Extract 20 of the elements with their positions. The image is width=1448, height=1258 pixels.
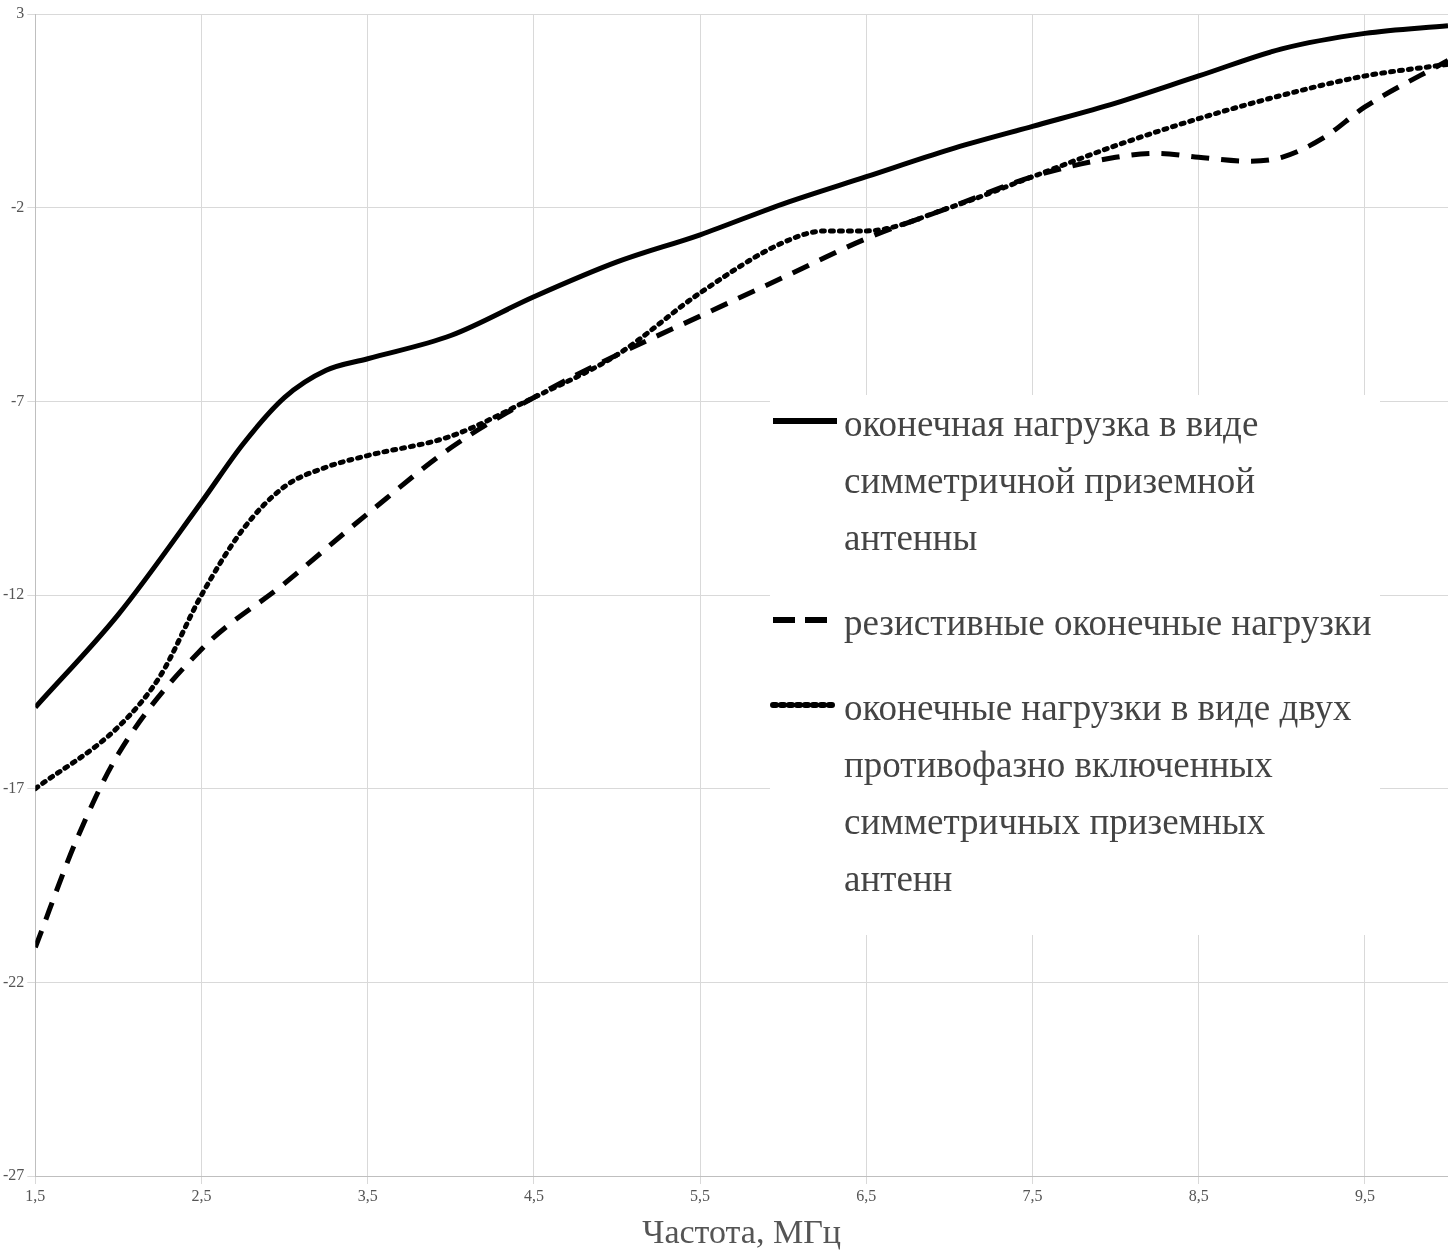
legend-label: резистивные оконечные нагрузки [844,601,1372,645]
x-axis-title: Частота, МГц [642,1212,842,1250]
legend-label: оконечная нагрузка в виде симметричной приземной антенны [844,402,1260,560]
x-tick-label: 7,5 [1022,1186,1043,1204]
legend-label: оконечные нагрузки в виде двух противофазно включенных симметричных приземных антенн [844,686,1353,901]
x-tick-label: 9,5 [1354,1186,1375,1204]
y-tick-label: -22 [3,972,25,990]
y-tick-label: -17 [3,778,25,796]
x-tick-label: 3,5 [357,1186,378,1204]
x-tick-label: 8,5 [1188,1186,1209,1204]
x-tick-label: 5,5 [690,1186,711,1204]
y-tick-label: -2 [11,197,25,215]
x-tick-label: 2,5 [191,1186,212,1204]
y-tick-label: -27 [3,1166,25,1184]
x-tick-label: 1,5 [25,1186,46,1204]
y-tick-label: 3 [16,4,25,22]
y-tick-label: -12 [3,585,25,603]
x-tick-label: 6,5 [856,1186,877,1204]
x-tick-label: 4,5 [523,1186,544,1204]
y-tick-label: -7 [11,391,25,409]
